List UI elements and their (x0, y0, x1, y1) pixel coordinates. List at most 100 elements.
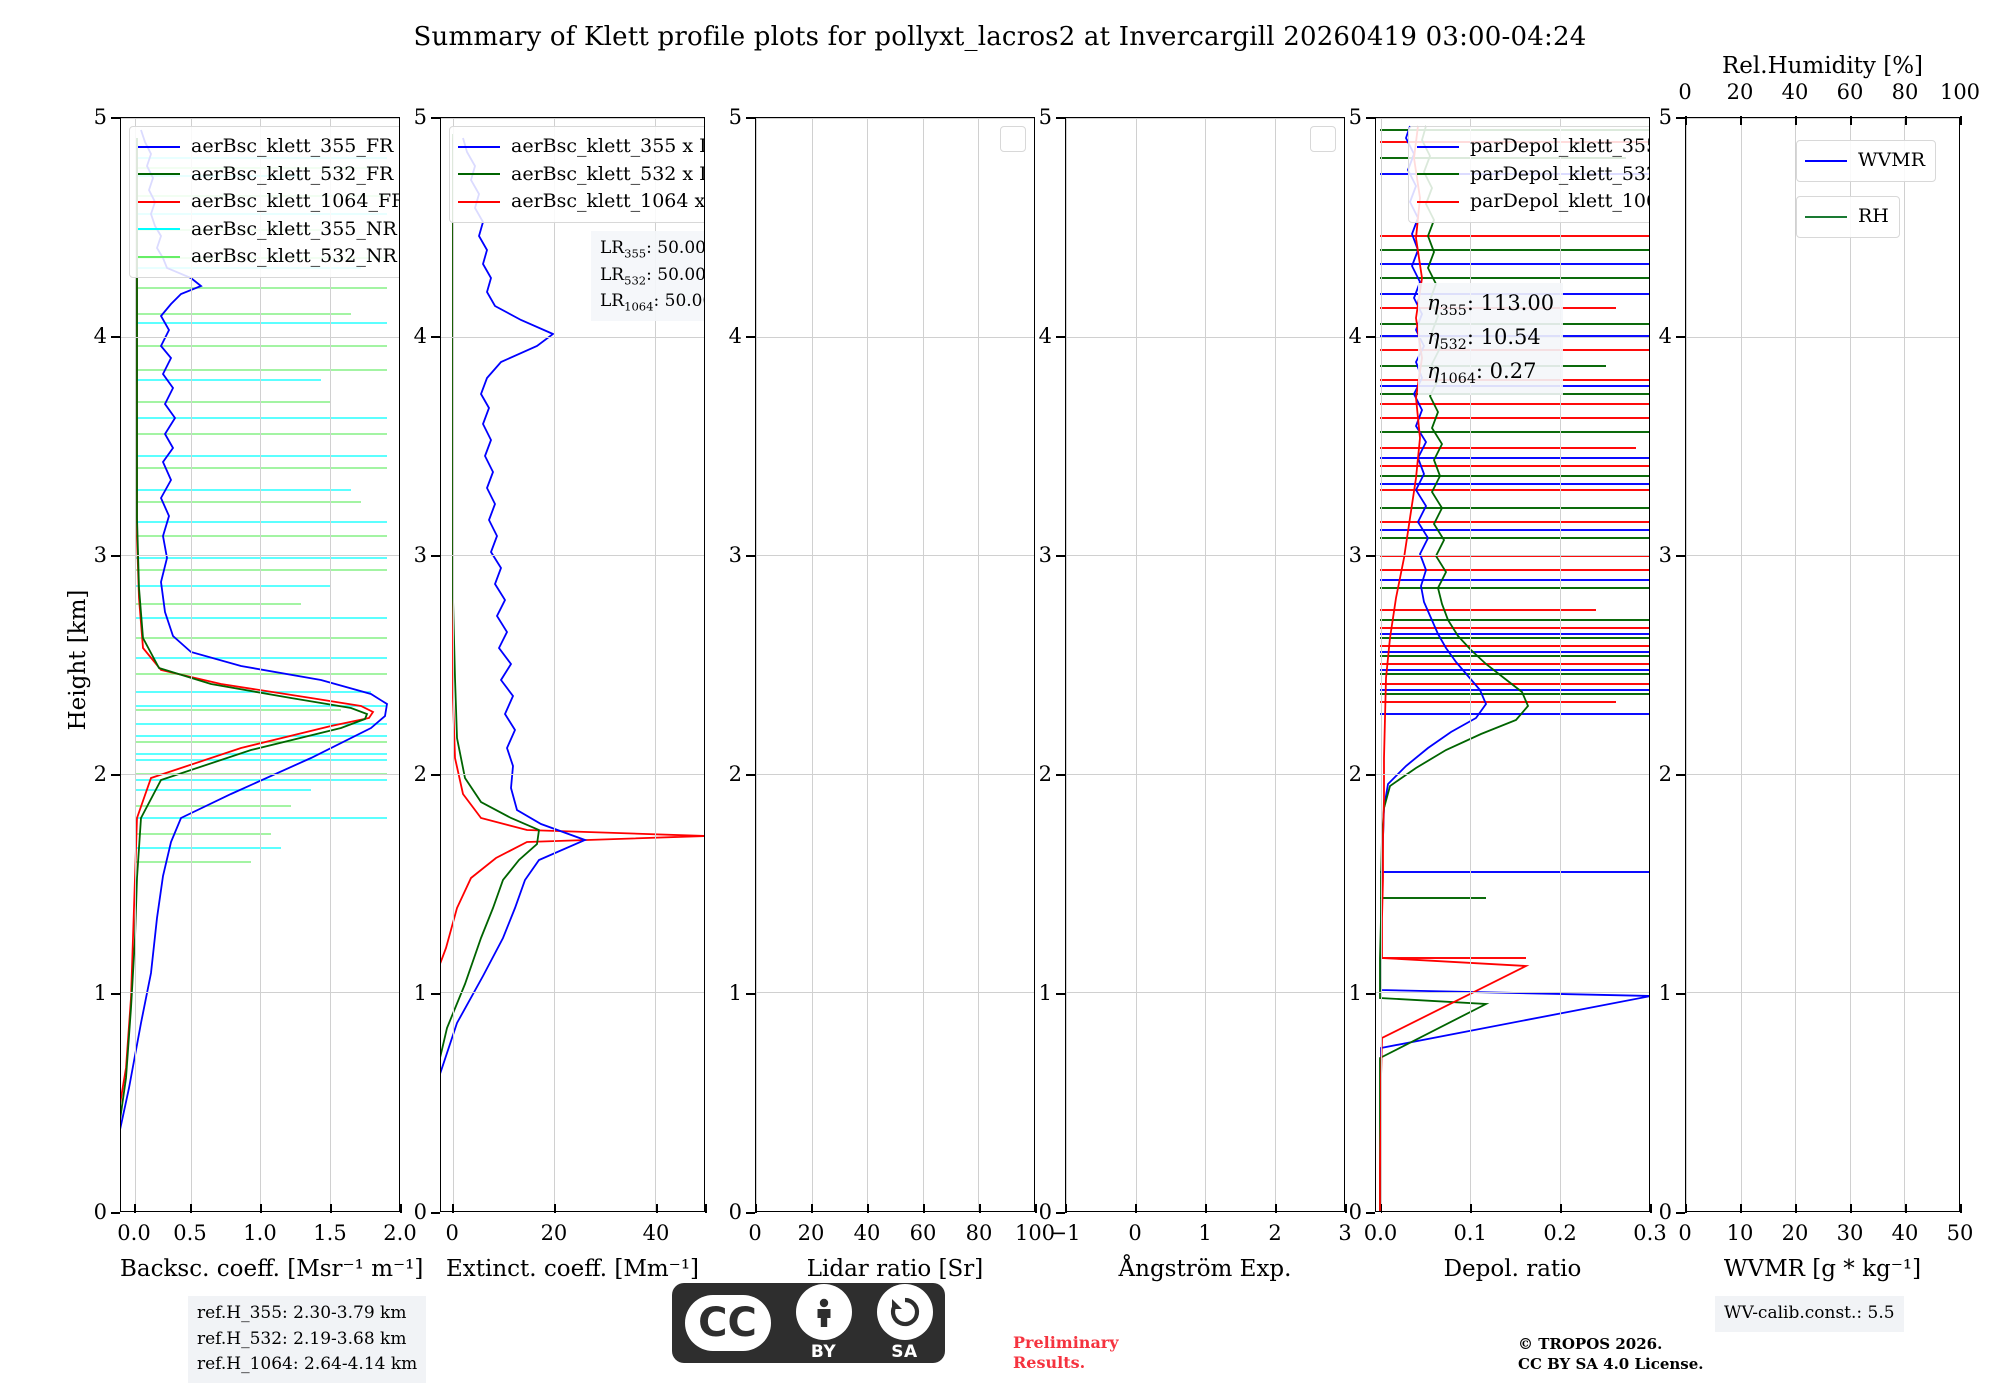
legend-swatch-line-icon (1417, 145, 1459, 148)
x-tick-label: 0.1 (1453, 1221, 1487, 1245)
lr-value: 50.00 (657, 238, 705, 258)
plot-area-wvmr[interactable]: WVMR RH (1685, 117, 1960, 1212)
cc-sa-label: SA (891, 1342, 918, 1362)
legend-rh[interactable]: RH (1796, 196, 1900, 238)
top-x-tick-label: 60 (1836, 80, 1864, 104)
page-title: Summary of Klett profile plots for polly… (413, 22, 1587, 52)
ref-h-355: ref.H_355: 2.30-3.79 km (197, 1303, 407, 1323)
x-tick-label: −1 (1049, 1221, 1081, 1245)
legend-item[interactable]: aerBsc_klett_1064_FR (138, 188, 400, 216)
x-tick-label: 2.0 (383, 1221, 417, 1245)
legend-label: aerBsc_klett_1064 x LR (511, 190, 705, 213)
lr-532-row: LR532: 50.00 (600, 264, 705, 288)
y-tick-label: 2 (728, 762, 742, 786)
plot-area-depol[interactable]: parDepol_klett_355_FR parDepol_klett_532… (1375, 117, 1650, 1212)
y-tick-label: 0 (1038, 1200, 1052, 1224)
lr-value: 50.00 (657, 264, 705, 285)
legend-label: RH (1858, 205, 1889, 227)
eta-1064-row: η1064: 0.27 (1427, 358, 1537, 387)
legend-item[interactable]: RH (1805, 203, 1889, 231)
x-tick-label: 2 (1268, 1221, 1282, 1245)
y-tick-label: 0 (728, 1200, 742, 1224)
legend-wvmr[interactable]: WVMR (1796, 140, 1937, 182)
legend-angstrom-empty[interactable] (1310, 126, 1336, 152)
cc-license-badge[interactable]: CC BY SA (672, 1283, 945, 1363)
extinct-curves (441, 134, 704, 1074)
legend-depol[interactable]: parDepol_klett_355_FR parDepol_klett_532… (1408, 126, 1649, 223)
legend-item[interactable]: parDepol_klett_532_FR (1417, 161, 1649, 189)
cc-by-label: BY (810, 1342, 837, 1362)
plot-area-backsc[interactable]: aerBsc_klett_355_FR aerBsc_klett_532_FR … (120, 117, 400, 1212)
lr-355-row: LR355: 50.00 (600, 238, 705, 261)
plot-area-extinct[interactable]: aerBsc_klett_355 x LR aerBsc_klett_532 x… (440, 117, 705, 1212)
legend-item[interactable]: aerBsc_klett_532_FR (138, 161, 399, 189)
y-tick-label: 1 (1658, 981, 1672, 1005)
x-axis-title: Lidar ratio [Sr] (806, 1256, 984, 1282)
cc-sa-cell: SA (876, 1284, 933, 1362)
wv-calib-textbox: WV-calib.const.: 5.5 (1715, 1296, 1904, 1332)
legend-item[interactable]: parDepol_klett_355_FR (1417, 133, 1649, 161)
legend-label: WVMR (1858, 149, 1926, 171)
y-tick-label: 0 (1348, 1200, 1362, 1224)
panel-depol: parDepol_klett_355_FR parDepol_klett_532… (1349, 105, 1667, 1282)
panel-lidar-ratio: 5 4 3 2 1 0 0 20 40 60 80 100 Lidar rati… (729, 105, 1055, 1282)
legend-item[interactable]: parDepol_klett_1064_FR (1417, 188, 1649, 216)
top-x-tick-label: 20 (1726, 80, 1754, 104)
lr-symbol: LR (600, 264, 625, 285)
x-tick-label: 10 (1726, 1221, 1754, 1245)
y-tick-label: 1 (413, 981, 427, 1005)
legend-extinct[interactable]: aerBsc_klett_355 x LR aerBsc_klett_532 x… (449, 126, 705, 223)
legend-item[interactable]: aerBsc_klett_355_FR (138, 133, 399, 161)
x-tick-label: 1.5 (313, 1221, 347, 1245)
x-tick-label: 20 (1781, 1221, 1809, 1245)
plot-area-angstrom[interactable] (1065, 117, 1345, 1212)
legend-label: aerBsc_klett_532_NR (191, 245, 397, 268)
cc-by-cell: BY (795, 1284, 852, 1362)
x-tick-label: 1 (1198, 1221, 1212, 1245)
sharealike-glyph (890, 1297, 919, 1327)
x-tick-label: 0.0 (1363, 1221, 1398, 1245)
legend-item[interactable]: WVMR (1805, 147, 1925, 175)
x-tick-label: 40 (1891, 1221, 1919, 1245)
y-tick-label: 2 (1348, 762, 1362, 786)
y-tick-label: 0 (413, 1200, 427, 1224)
x-tick-label: 1.0 (243, 1221, 277, 1245)
legend-swatch-line-icon (1417, 173, 1459, 176)
y-tick-label: 3 (93, 543, 107, 567)
y-tick-label: 5 (413, 105, 427, 129)
legend-item[interactable]: aerBsc_klett_355 x LR (458, 133, 705, 161)
eta-subscript: 1064 (1439, 370, 1476, 387)
y-tick-label: 3 (1658, 543, 1672, 567)
x-tick-label: 0.0 (117, 1221, 151, 1245)
eta-textbox: η355: 113.00 η532: 10.54 η1064: 0.27 (1418, 283, 1564, 395)
top-x-tick-label: 100 (1939, 80, 1981, 104)
top-x-tick-label: 80 (1891, 80, 1919, 104)
lr-subscript: 355 (624, 246, 647, 261)
legend-label: aerBsc_klett_355_NR (191, 217, 397, 240)
legend-item[interactable]: aerBsc_klett_532 x LR (458, 161, 704, 189)
eta-symbol: η (1427, 324, 1440, 349)
x-tick-label: 40 (853, 1221, 881, 1245)
y-tick-label: 3 (728, 543, 742, 567)
plot-area-lidar-ratio[interactable] (755, 117, 1035, 1212)
legend-swatch-line-icon (1805, 159, 1847, 162)
attribution-person-icon (795, 1284, 852, 1340)
legend-lidar-ratio-empty[interactable] (1000, 126, 1026, 152)
legend-swatch-line-icon (138, 228, 180, 231)
legend-label: parDepol_klett_1064_FR (1470, 190, 1649, 213)
legend-item[interactable]: aerBsc_klett_532_NR (138, 243, 399, 271)
legend-label: aerBsc_klett_1064_FR (191, 190, 400, 213)
legend-item[interactable]: aerBsc_klett_1064 x LR (458, 188, 705, 216)
lr-subscript: 1064 (624, 299, 654, 314)
legend-label: aerBsc_klett_355 x LR (511, 135, 705, 157)
y-tick-label: 4 (1038, 324, 1052, 348)
eta-subscript: 532 (1439, 337, 1467, 354)
eta-symbol: η (1427, 358, 1440, 383)
legend-backsc[interactable]: aerBsc_klett_355_FR aerBsc_klett_532_FR … (129, 126, 400, 278)
eta-value: 0.27 (1489, 358, 1537, 383)
panel-wvmr: WVMR RH 5 4 3 2 1 0 0 10 20 30 40 50 WVM… (1659, 53, 1980, 1282)
eta-value: 10.54 (1480, 324, 1541, 349)
y-axis-title: Height [km] (65, 589, 91, 731)
legend-label: aerBsc_klett_355_FR (191, 135, 394, 157)
legend-item[interactable]: aerBsc_klett_355_NR (138, 216, 399, 244)
